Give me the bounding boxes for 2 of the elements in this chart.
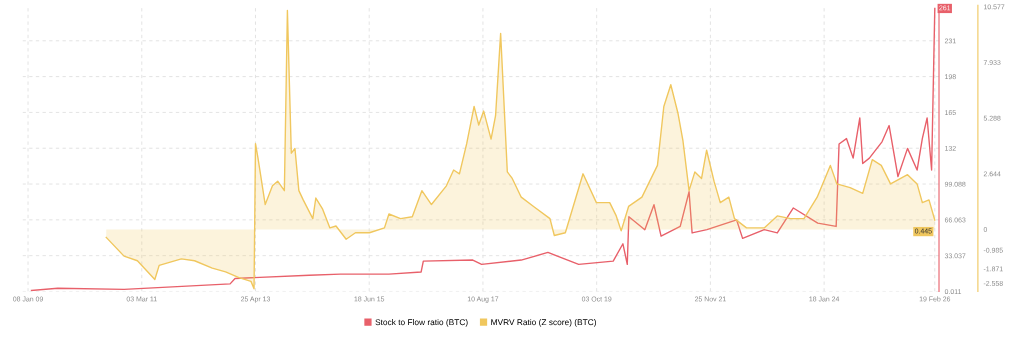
legend-label: MVRV Ratio (Z score) (BTC) <box>491 319 596 327</box>
legend-label: Stock to Flow ratio (BTC) <box>375 319 468 327</box>
